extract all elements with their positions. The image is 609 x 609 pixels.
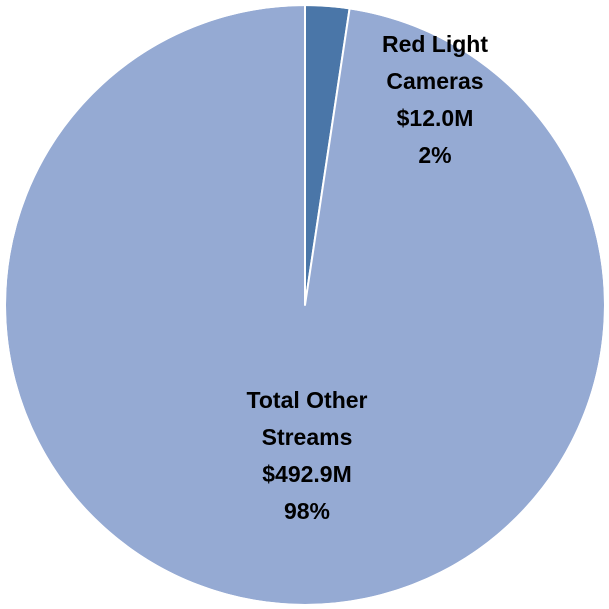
pie-slice-label-0: Red Light Cameras $12.0M 2% [382,31,488,168]
pie-labels: Red Light Cameras $12.0M 2% Total Other Strea… [247,31,489,524]
pie-slice-label-line: Total Other [247,387,368,413]
pie-slice-label-line: Streams [262,424,353,450]
pie-slice-label-line: $12.0M [397,105,474,131]
pie-slice-label-line: 98% [284,498,330,524]
pie-slice-label-1: Total Other Streams $492.9M 98% [247,387,368,524]
pie-slice-label-line: $492.9M [262,461,352,487]
pie-outline [4,4,606,606]
pie-slice-label-line: 2% [418,142,451,168]
pie-slices [4,4,606,606]
pie-slice-label-line: Cameras [386,68,483,94]
pie-slice-label-line: Red Light [382,31,488,57]
